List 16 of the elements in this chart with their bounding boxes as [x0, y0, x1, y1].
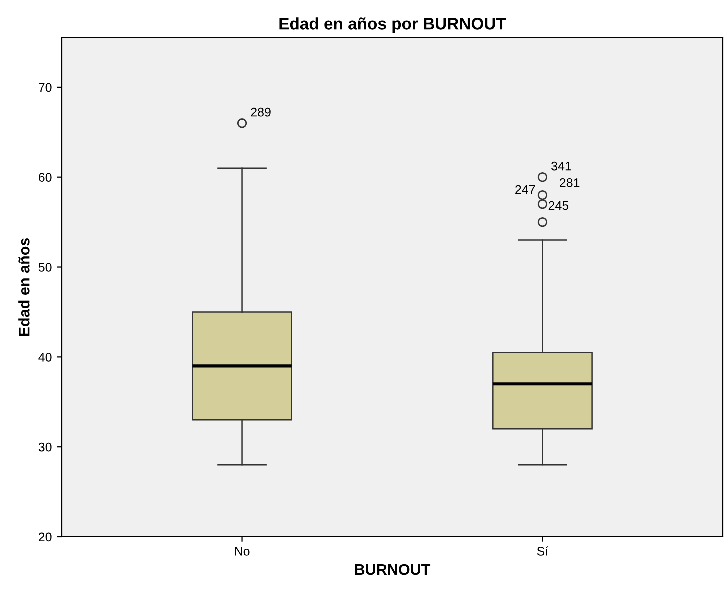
y-tick-label: 30: [38, 442, 52, 452]
x-tick-label: Sí: [537, 546, 549, 556]
y-axis-title: Edad en años: [18, 238, 30, 336]
x-axis-title: BURNOUT: [355, 564, 431, 576]
y-tick-label: 20: [39, 532, 52, 542]
annotation: 245: [548, 201, 569, 210]
y-tick-label: 70: [39, 83, 52, 92]
chart-title: Edad en años por BURNOUT: [280, 18, 506, 34]
x-tick-label: No: [235, 547, 250, 556]
annotation: 289: [251, 108, 271, 117]
y-tick-label: 40: [38, 352, 52, 362]
annotation: 341: [552, 162, 572, 171]
annotation: 281: [560, 178, 580, 188]
y-tick-label: 50: [38, 263, 52, 272]
y-tick-label: 60: [39, 173, 52, 182]
annotation: 247: [516, 185, 536, 194]
